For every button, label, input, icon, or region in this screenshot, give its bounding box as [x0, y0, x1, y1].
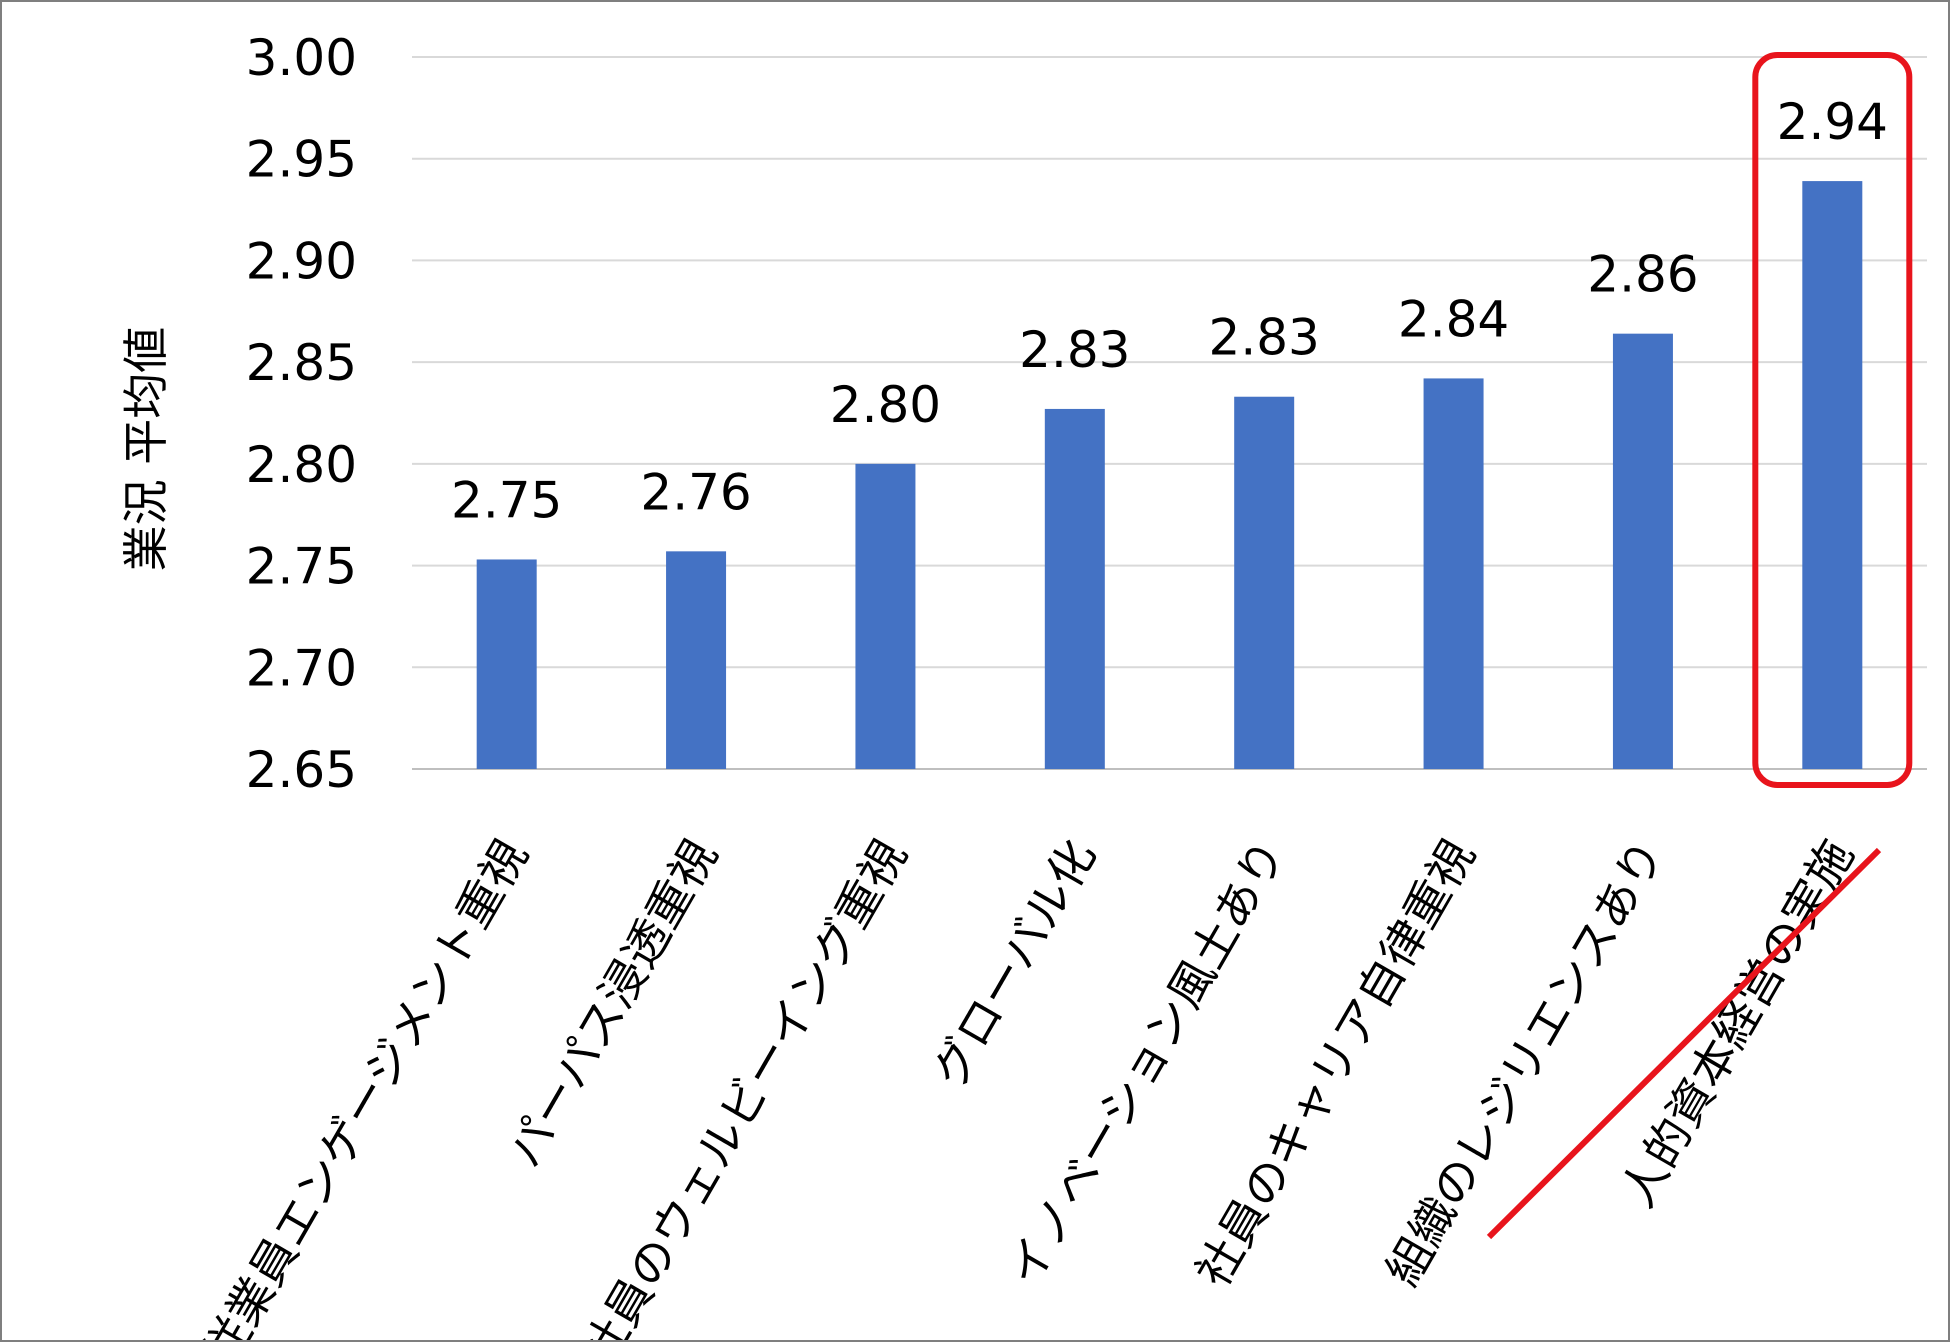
- y-tick-label: 2.70: [246, 639, 357, 697]
- data-label: 2.75: [451, 471, 562, 529]
- data-label: 2.94: [1777, 93, 1888, 151]
- highlight-box: [1752, 52, 1913, 788]
- bar: [1612, 333, 1673, 769]
- bar: [1802, 181, 1863, 769]
- highlight-underline: [1486, 847, 1882, 1240]
- y-tick-label: 2.85: [246, 334, 357, 392]
- y-axis-title: 業況 平均値: [119, 327, 173, 572]
- y-tick-label: 2.80: [246, 436, 357, 494]
- data-label: 2.83: [1019, 321, 1130, 379]
- y-tick-label: 3.00: [246, 29, 357, 87]
- data-label: 2.83: [1209, 309, 1320, 367]
- y-tick-label: 2.65: [246, 741, 357, 799]
- category-label: パーパス浸透重視: [497, 831, 728, 1176]
- gridlines: [412, 56, 1927, 770]
- highlight-annotations: [1486, 52, 1913, 1240]
- y-tick-label: 2.95: [246, 131, 357, 189]
- category-label: 従業員エンゲージメント重視: [193, 831, 538, 1341]
- bar: [1423, 378, 1484, 769]
- data-label: 2.80: [830, 376, 941, 434]
- bars: [476, 181, 1863, 769]
- bar: [855, 463, 916, 769]
- data-labels: 2.75 2.76 2.80 2.83 2.83 2.84 2.86 2.94: [451, 93, 1888, 529]
- bar: [666, 551, 727, 769]
- category-label: 社員のウェルビーイング重視: [571, 831, 917, 1341]
- bar: [1234, 396, 1295, 769]
- bar: [476, 559, 537, 769]
- data-label: 2.76: [640, 463, 751, 521]
- bar: [1044, 408, 1105, 769]
- y-axis-tick-labels: 2.65 2.70 2.75 2.80 2.85 2.90 2.95 3.00: [246, 29, 357, 799]
- y-tick-label: 2.75: [246, 538, 357, 596]
- data-label: 2.86: [1587, 246, 1698, 304]
- category-label: グローバル化: [922, 831, 1107, 1097]
- y-tick-label: 2.90: [246, 232, 357, 290]
- data-label: 2.84: [1398, 290, 1509, 348]
